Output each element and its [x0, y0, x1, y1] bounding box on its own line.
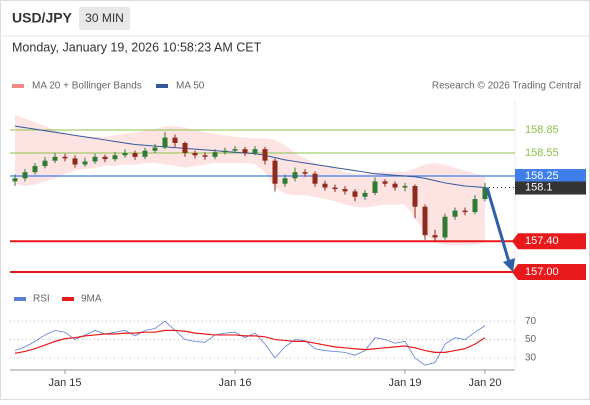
candle-body: [302, 172, 308, 174]
candle-body: [322, 183, 328, 188]
candle-body: [332, 187, 338, 190]
candle-body: [402, 186, 408, 188]
level-label: 158.1: [525, 181, 553, 193]
candle-body: [212, 152, 218, 157]
candle-body: [72, 158, 78, 165]
candle-body: [102, 156, 108, 160]
candle-body: [482, 187, 488, 200]
candle-body: [22, 172, 28, 179]
level-label: 157.40: [525, 235, 559, 247]
candle-body: [122, 152, 128, 156]
candle-body: [232, 149, 238, 151]
candle-body: [222, 150, 228, 153]
level-tag: [512, 233, 586, 250]
y-tick-label: 70: [525, 316, 537, 327]
candle-body: [352, 191, 358, 197]
x-tick-label: Jan 16: [218, 377, 251, 389]
candle-body: [182, 143, 188, 153]
candle-body: [242, 149, 248, 153]
candle-body: [442, 216, 448, 238]
timestamp: Monday, January 19, 2026 10:58:23 AM CET: [12, 40, 262, 54]
legend-swatch: [62, 297, 74, 301]
forecast-arrowhead: [503, 258, 515, 272]
candle-body: [372, 181, 378, 193]
candle-body: [452, 210, 458, 217]
x-tick-label: Jan 19: [388, 377, 421, 389]
candle-body: [382, 181, 388, 184]
legend-swatch: [12, 84, 24, 88]
y-tick-label: 30: [525, 353, 537, 364]
candle-body: [162, 137, 168, 148]
candle-body: [62, 156, 68, 159]
candle-body: [82, 161, 88, 165]
legend-swatch: [156, 84, 168, 88]
legend-label: MA 50: [176, 81, 205, 92]
legend-label: MA 20 + Bollinger Bands: [32, 81, 142, 92]
candle-body: [412, 186, 418, 207]
legend-swatch: [14, 297, 26, 301]
level-label: 157.00: [525, 266, 559, 278]
forecast-arrow: [485, 187, 511, 263]
level-label: 158.85: [525, 124, 559, 136]
x-tick-label: Jan 15: [48, 377, 81, 389]
candle-body: [362, 192, 368, 197]
candle-body: [262, 149, 268, 161]
candle-body: [422, 206, 428, 236]
candle-body: [172, 137, 178, 144]
candle-body: [152, 147, 158, 151]
interval-box[interactable]: [79, 7, 130, 30]
candle-body: [52, 156, 58, 161]
candle-body: [192, 152, 198, 156]
candle-body: [462, 210, 468, 213]
candle-body: [142, 150, 148, 157]
credit: Research © 2026 Trading Central: [432, 81, 581, 92]
level-tag: [512, 264, 586, 281]
candle-body: [92, 156, 98, 162]
candle-body: [202, 155, 208, 157]
candle-body: [252, 149, 258, 153]
candle-body: [112, 155, 118, 160]
symbol: USD/JPY: [12, 10, 73, 26]
legend-label: 9MA: [81, 294, 102, 305]
candle-body: [12, 178, 18, 182]
ma50-line: [14, 125, 486, 189]
candle-body: [272, 160, 278, 184]
x-tick-label: Jan 20: [468, 377, 501, 389]
interval[interactable]: 30 MIN: [85, 11, 124, 25]
y-tick-label: 50: [525, 334, 537, 345]
candle-body: [282, 178, 288, 184]
candle-body: [42, 160, 48, 167]
candle-body: [472, 199, 478, 213]
legend-label: RSI: [33, 294, 50, 305]
level-box: [515, 181, 586, 195]
candle-body: [432, 235, 438, 238]
candle-body: [342, 189, 348, 192]
level-label: 158.25: [525, 170, 559, 182]
candle-body: [292, 172, 298, 179]
candle-body: [312, 173, 318, 184]
level-label: 158.55: [525, 147, 559, 159]
series-line: [14, 329, 486, 354]
level-box: [515, 169, 586, 184]
candle-body: [392, 183, 398, 188]
candle-body: [32, 166, 38, 173]
candle-body: [132, 152, 138, 157]
bollinger-band: [15, 114, 485, 246]
